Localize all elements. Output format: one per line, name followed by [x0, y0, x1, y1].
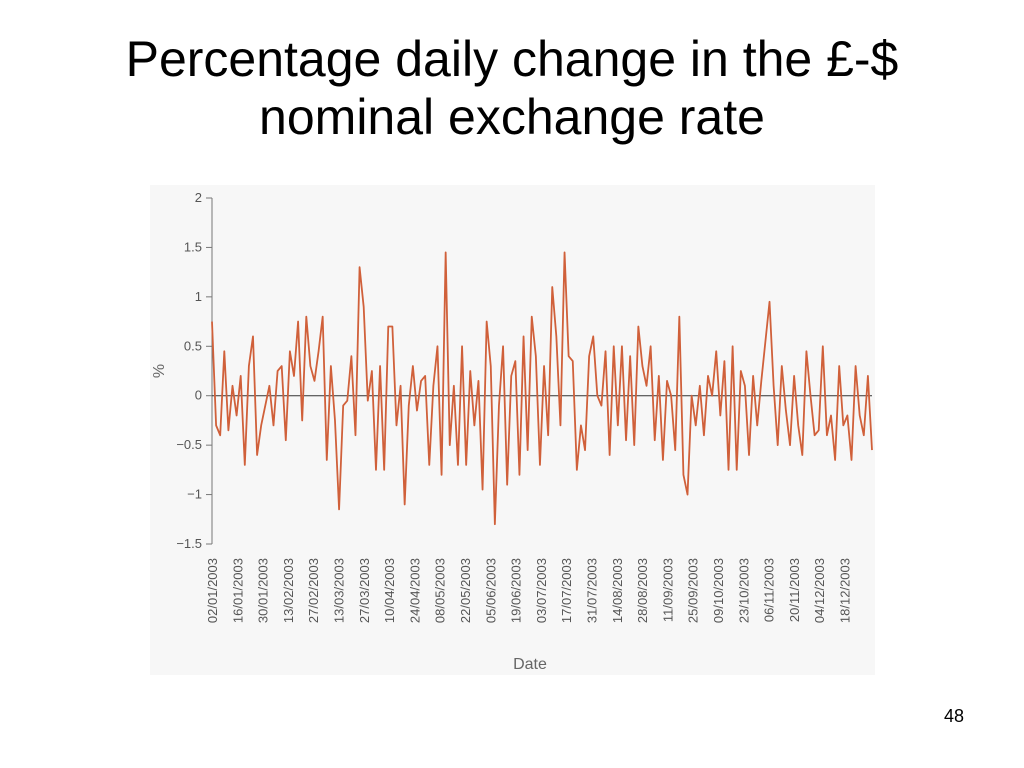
y-tick-label: 1.5	[184, 239, 202, 254]
x-tick-label: 09/10/2003	[711, 558, 726, 623]
x-tick-label: 08/05/2003	[433, 558, 448, 623]
line-chart: 2 1.5 1 0.5 0 −0.5 −1 −1.5% 02/01/2003 16/01/2003…	[151, 190, 873, 673]
x-tick-label: 11/09/2003	[660, 558, 675, 622]
y-tick-label: 0.5	[184, 338, 202, 353]
x-tick-label: 27/02/2003	[306, 558, 321, 623]
slide-title-line-2: nominal exchange rate	[259, 89, 765, 145]
exchange-rate-series-line	[211, 251, 873, 526]
y-tick-label: −1	[187, 487, 202, 502]
x-tick-label: 13/02/2003	[281, 558, 296, 623]
x-tick-label: 23/10/2003	[736, 558, 751, 623]
chart-panel: 2 1.5 1 0.5 0 −0.5 −1 −1.5% 02/01/2003 16/01/2003…	[150, 185, 875, 675]
x-tick-label: 27/03/2003	[357, 558, 372, 623]
x-tick-label: 30/01/2003	[256, 558, 271, 623]
x-tick-label: 04/12/2003	[812, 558, 827, 623]
x-tick-label: 16/01/2003	[230, 558, 245, 623]
x-tick-label: 14/08/2003	[610, 558, 625, 623]
y-tick-label: 0	[195, 388, 202, 403]
y-tick-label: 2	[195, 190, 202, 205]
x-tick-label: 02/01/2003	[205, 558, 220, 623]
x-tick-label: 18/12/2003	[838, 558, 853, 623]
x-tick-label: 17/07/2003	[559, 558, 574, 623]
x-tick-label: 10/04/2003	[382, 558, 397, 623]
x-tick-label: 22/05/2003	[458, 558, 473, 623]
x-axis-title: Date	[513, 656, 547, 673]
x-tick-label: 24/04/2003	[407, 558, 422, 623]
slide-title: Percentage daily change in the £-$ nomin…	[0, 30, 1024, 146]
x-tick-label: 19/06/2003	[509, 558, 524, 623]
x-tick-label: 31/07/2003	[585, 558, 600, 623]
x-tick-label: 06/11/2003	[762, 558, 777, 622]
slide-title-line-1: Percentage daily change in the £-$	[125, 31, 899, 87]
x-tick-label: 20/11/2003	[787, 558, 802, 622]
y-tick-label: −0.5	[176, 437, 202, 452]
y-tick-label: 1	[195, 289, 202, 304]
x-tick-label: 13/03/2003	[332, 558, 347, 623]
y-tick-label: −1.5	[176, 536, 202, 551]
slide-page-number: 48	[943, 706, 964, 726]
x-tick-label: 03/07/2003	[534, 558, 549, 623]
x-tick-label: 05/06/2003	[483, 558, 498, 623]
y-axis-title: %	[151, 364, 168, 378]
x-tick-label: 25/09/2003	[686, 558, 701, 623]
x-tick-label: 28/08/2003	[635, 558, 650, 623]
